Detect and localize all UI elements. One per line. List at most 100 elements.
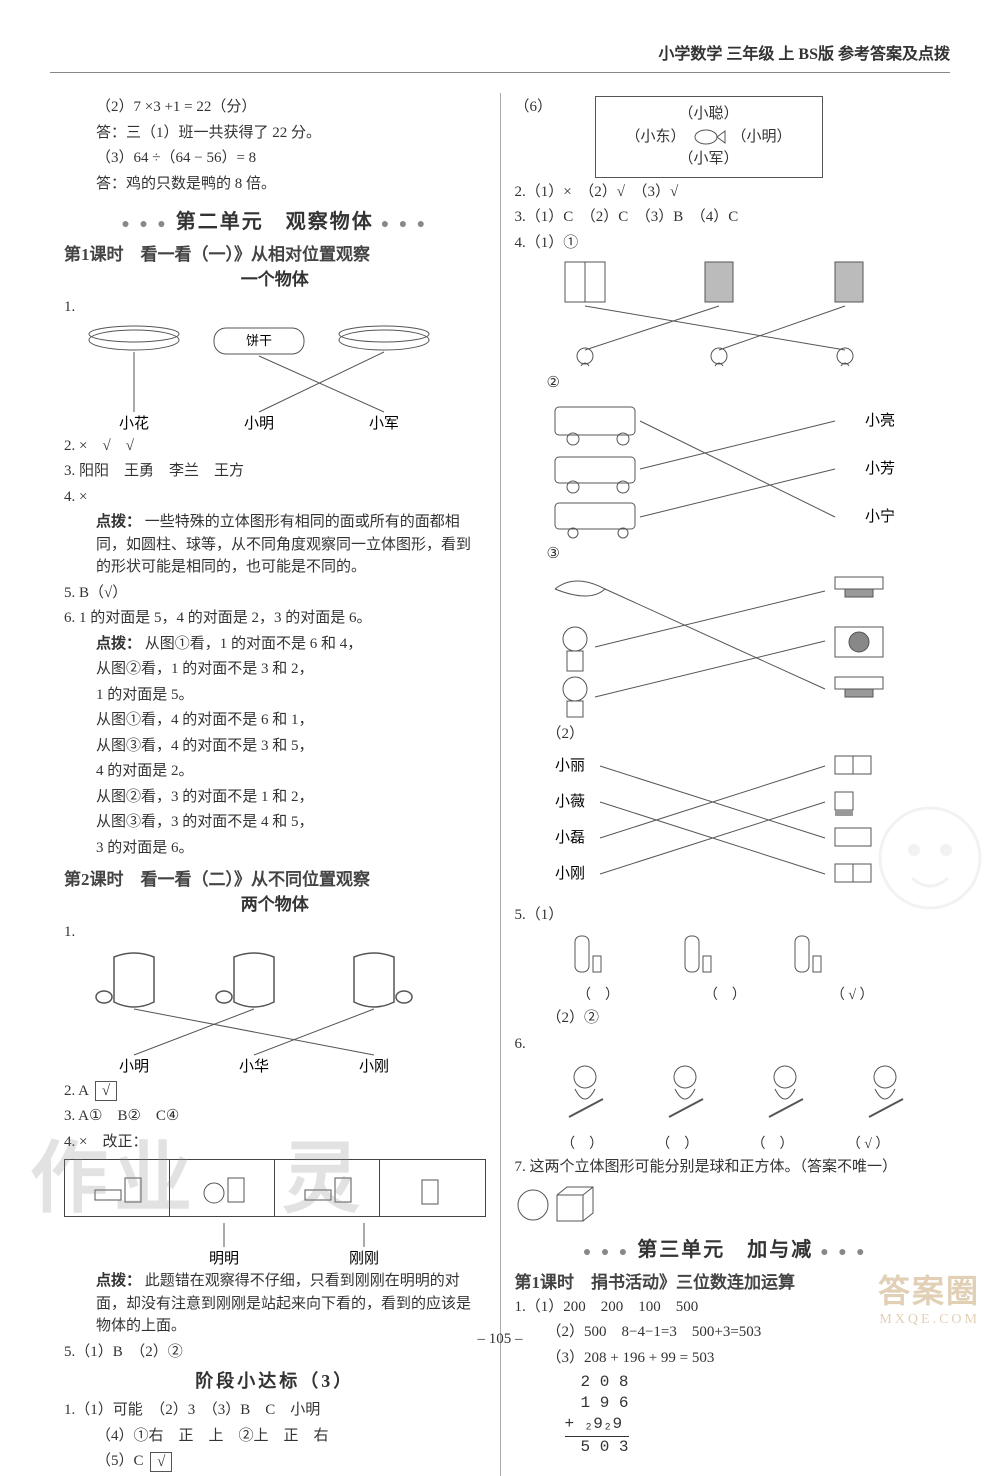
svg-text:小磊: 小磊 (555, 829, 585, 846)
add-r0: 2 0 8 (565, 1372, 629, 1393)
s1-l1: 1.（1）可能 （2）3 （3）B C 小明 (64, 1399, 486, 1422)
cell-4 (380, 1160, 484, 1216)
r6q-label: 6. (515, 1033, 937, 1056)
q6-l0: 从图①看，1 的对面不是 6 和 4， (145, 636, 363, 652)
svg-text:小宁: 小宁 (865, 508, 895, 525)
q6-l2: 1 的对面是 5。 (64, 684, 486, 707)
lesson2-sub: 两个物体 (64, 890, 486, 915)
q6-l3: 从图①看，4 的对面不是 6 和 1， (64, 709, 486, 732)
dots-right: ● ● ● (381, 217, 428, 232)
l2q1-figure: 小明 小华 小刚 (64, 947, 464, 1077)
unit3-title: ● ● ● 第三单元 加与减 ● ● ● (515, 1233, 937, 1262)
fish-icon (692, 127, 726, 147)
r4-2-figure: 小亮 小芳 小宁 (545, 399, 905, 539)
l2q4-lines: 明明 刚刚 (64, 1223, 464, 1267)
p2: （ ） (704, 984, 746, 1004)
svg-text:小薇: 小薇 (555, 793, 585, 810)
pre-l2: 答：三（1）班一共获得了 22 分。 (64, 122, 486, 145)
svg-text:小军: 小军 (369, 415, 399, 432)
svg-text:明明: 明明 (209, 1250, 239, 1267)
q3: 3. 阳阳 王勇 李兰 王方 (64, 460, 486, 483)
svg-text:小刚: 小刚 (359, 1058, 389, 1075)
pd: （ √ ） (847, 1133, 890, 1153)
lesson2-title: 第2课时 看一看（二）》从不同位置观察 (64, 865, 486, 890)
q6-hint: 点拨： 从图①看，1 的对面不是 6 和 4， (64, 633, 486, 656)
r5-parens: （ ） （ ） （ √ ） (515, 984, 937, 1004)
dots-left: ● ● ● (121, 217, 168, 232)
q2: 2. × √ √ (64, 435, 486, 458)
q5: 5. B（√） (64, 582, 486, 605)
add-r2: + ₂9₂9 (565, 1414, 629, 1435)
q6-head: 6. 1 的对面是 5，4 的对面是 2，3 的对面是 6。 (64, 607, 486, 630)
dots-l3: ● ● ● (583, 1245, 630, 1260)
cell-3 (275, 1160, 380, 1216)
q4-hint-text: 一些特殊的立体图形有相同的面或所有的面都相同，如圆柱、球等，从不同角度观察同一立… (96, 514, 471, 575)
r3: 3.（1）C （2）C （3）B （4）C (515, 206, 937, 229)
svg-text:小芳: 小芳 (865, 460, 895, 477)
r4-circ3: ③ (515, 543, 937, 566)
svg-text:小丽: 小丽 (555, 757, 585, 774)
pa: （ ） (561, 1133, 603, 1153)
r6-row: （6） （小聪） （小东） （小明） （小军） (515, 96, 937, 178)
svg-text:刚刚: 刚刚 (349, 1250, 379, 1267)
r7: 7. 这两个立体图形可能分别是球和正方体。（答案不唯一） (515, 1156, 937, 1179)
q4-hint: 点拨： 一些特殊的立体图形有相同的面或所有的面都相同，如圆柱、球等，从不同角度观… (64, 511, 486, 579)
r6-right: （小明） (732, 126, 792, 149)
pb: （ ） (656, 1133, 698, 1153)
addition-work: 2 0 8 1 9 6 + ₂9₂9 5 0 3 (565, 1372, 629, 1458)
s1-l2: （4）①右 正 上 ②上 正 右 (64, 1425, 486, 1448)
cell-1 (65, 1160, 170, 1216)
r4-3-figure (545, 569, 905, 719)
q6-l5: 4 的对面是 2。 (64, 760, 486, 783)
svg-text:小刚: 小刚 (555, 865, 585, 882)
q6-l1: 从图②看，1 的对面不是 3 和 2， (64, 658, 486, 681)
pc: （ ） (752, 1133, 794, 1153)
add-r3: 5 0 3 (565, 1437, 629, 1458)
l2q2: 2. A √ (64, 1080, 486, 1103)
r5-2: （2）② (515, 1007, 937, 1030)
unit2-title: ● ● ● 第二单元 观察物体 ● ● ● (64, 205, 486, 234)
unit2-text: 第二单元 观察物体 (176, 211, 374, 233)
s1-l3-check: √ (150, 1452, 172, 1472)
left-column: （2）7 ×3 +1 = 22（分） 答：三（1）班一共获得了 22 分。 （3… (50, 93, 500, 1476)
pre-l4: 答：鸡的只数是鸭的 8 倍。 (64, 173, 486, 196)
l2q2-check: √ (95, 1081, 117, 1101)
r4-2b-figure: 小丽 小薇 小磊 小刚 (545, 750, 905, 900)
l2q1-label: 1. (64, 921, 486, 944)
l2q3: 3. A① B② C④ (64, 1105, 486, 1128)
svg-text:小华: 小华 (239, 1058, 269, 1075)
q1-figure: 饼干 小花 小明 小军 (64, 322, 464, 432)
q6-l6: 从图②看，3 的对面不是 1 和 2， (64, 786, 486, 809)
page-number: – 105 – (0, 1331, 1000, 1348)
cell-2 (170, 1160, 275, 1216)
l2q2-text: 2. A (64, 1083, 88, 1099)
biscuit-label: 饼干 (246, 333, 272, 348)
add-r1: 1 9 6 (565, 1393, 629, 1414)
q6-l4: 从图③看，4 的对面不是 3 和 5， (64, 735, 486, 758)
svg-text:小明: 小明 (244, 415, 274, 432)
svg-text:小明: 小明 (119, 1058, 149, 1075)
dots-r3: ● ● ● (820, 1245, 867, 1260)
page-header: 小学数学 三年级 上 BS版 参考答案及点拨 (50, 40, 950, 64)
r6-bottom: （小军） (626, 148, 792, 171)
stage-title: 阶段小达标（3） (64, 1367, 486, 1393)
r6-box: （小聪） （小东） （小明） （小军） (595, 96, 823, 178)
header-rule (50, 72, 950, 73)
r6-left: （小东） (626, 126, 686, 149)
u3-lesson1: 第1课时 捐书活动》三位数连加运算 (515, 1268, 937, 1293)
s1-l3-label: （5）C (96, 1453, 144, 1469)
r6-top: （小聪） (626, 103, 792, 126)
l2q4-hint-text: 此题错在观察得不仔细，只看到刚刚在明明的对面，却没有注意到刚刚是站起来向下看的，… (96, 1273, 471, 1334)
q6-l7: 从图③看，3 的对面不是 4 和 5， (64, 811, 486, 834)
r4-circ2: ② (515, 372, 937, 395)
r2: 2.（1）× （2）√ （3）√ (515, 181, 937, 204)
pre-l3: （3）64 ÷（64 − 56）= 8 (64, 147, 486, 170)
p1: （ ） (577, 984, 619, 1004)
p3: （ √ ） (831, 984, 874, 1004)
hint-label: 点拨： (96, 514, 141, 530)
r4-1-figure (545, 258, 905, 368)
r7-fig (515, 1183, 937, 1223)
r6q-parens: （ ） （ ） （ ） （ √ ） (515, 1133, 937, 1153)
unit3-text: 第三单元 加与减 (637, 1239, 813, 1261)
l2q4-head: 4. × 改正： (64, 1131, 486, 1154)
